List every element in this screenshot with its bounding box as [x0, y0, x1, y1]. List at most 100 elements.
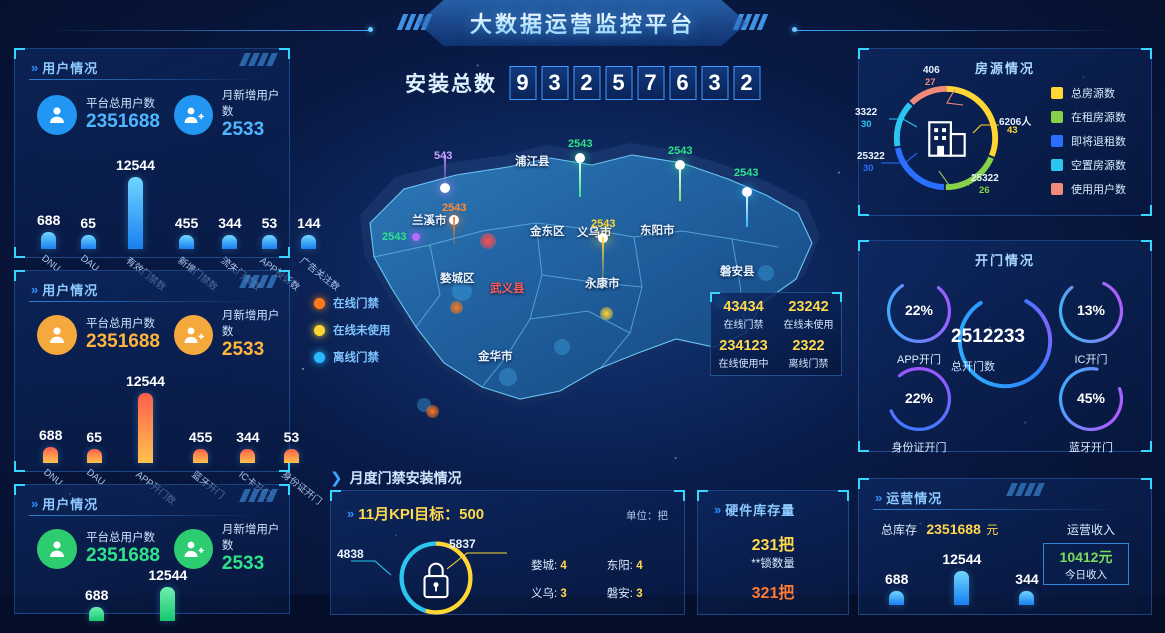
bar-column[interactable]: 455蓝牙开门: [189, 429, 226, 501]
city-label-pujiang[interactable]: 浦江县: [515, 156, 550, 168]
bar-column[interactable]: 344IC卡开门: [236, 429, 273, 501]
gauge-total-open[interactable]: 2512233 总开门数: [951, 287, 1059, 395]
gauge-app-open[interactable]: 22% APP开门: [881, 273, 957, 367]
gauge-ring: [886, 278, 952, 344]
user-total-card[interactable]: 平台总用户数 2351688: [37, 309, 160, 361]
bar-column[interactable]: 688 DNU: [39, 427, 64, 488]
legend-dot-icon: [314, 297, 325, 309]
house-donut-chart[interactable]: 406 27 3322 30 25322 30 25322 26 6206人 4…: [855, 65, 1031, 197]
legend-dot-icon: [314, 351, 325, 363]
bar-value: 12544: [125, 373, 165, 389]
city-label-lanxi[interactable]: 兰溪市: [412, 215, 447, 227]
map-hotspot[interactable]: [600, 307, 613, 320]
legend-item[interactable]: 在租房源数: [1051, 109, 1126, 125]
city-label-jinhua[interactable]: 武义县: [490, 283, 525, 295]
map-legend-item[interactable]: 在线门禁: [314, 295, 391, 311]
map-pin-stem: [453, 217, 455, 245]
panel-title-user-green: » 用户情况: [31, 494, 98, 513]
city-stat: 义乌: 3: [531, 588, 567, 600]
city-label-dongyang[interactable]: 东阳市: [640, 225, 675, 237]
bar-column[interactable]: 53 身份证开门: [280, 429, 324, 507]
donut-pct-users: 27: [925, 77, 936, 88]
map-pin-stem: [746, 191, 748, 227]
bar-column[interactable]: 688 DNU: [37, 212, 62, 274]
bar-value: 688: [85, 587, 109, 603]
bar-value: 344: [236, 429, 260, 445]
gauge-idcard-open[interactable]: 22% 身份证开门: [881, 361, 957, 455]
digit: 5: [605, 66, 632, 100]
map-hotspot-jinhua[interactable]: [480, 233, 496, 249]
bar-column[interactable]: 65 DAU: [78, 215, 101, 274]
bar-column[interactable]: 344: [1015, 571, 1039, 605]
panel-divider: [29, 301, 261, 302]
legend-label: 空置房源数: [1071, 160, 1126, 172]
map-pin-value: 2543: [382, 231, 407, 243]
map-pin-head[interactable]: [412, 233, 420, 241]
header-line-left: [40, 30, 370, 31]
panel-house-situation: 房源情况 4: [855, 48, 1152, 216]
bar-column[interactable]: 688: [885, 571, 908, 605]
bar-column[interactable]: 144 广告关注数: [297, 215, 341, 293]
legend-item[interactable]: 即将退租数: [1051, 133, 1126, 149]
user-total-card[interactable]: 平台总用户数 2351688: [37, 89, 160, 141]
city-label-jindong[interactable]: 金东区: [530, 226, 565, 238]
donut-label-total: 6206人: [999, 117, 1032, 128]
bar-column[interactable]: 12544: [148, 567, 187, 621]
bar-column[interactable]: 344流失门禁数: [218, 215, 262, 293]
app-title-frame: 大数据运营监控平台: [417, 0, 748, 46]
inventory-row-2: 321把: [698, 579, 848, 603]
gauge-value: 22%: [904, 390, 934, 407]
access-status-box: 43434 在线门禁 23242 在线未使用 234123 在线使用中 2322…: [710, 292, 842, 376]
gauge-ic-open[interactable]: 13% IC开门: [1053, 273, 1129, 367]
legend-item[interactable]: 空置房源数: [1051, 157, 1126, 173]
bar: [80, 235, 96, 249]
user-new-card[interactable]: 月新增用户数 2533: [173, 309, 289, 361]
legend-item[interactable]: 使用用户数: [1051, 181, 1126, 197]
stat-label: 在线门禁: [723, 320, 764, 331]
section-title-label: 月度门禁安装情况: [349, 470, 462, 486]
map-pin-head[interactable]: [440, 183, 450, 193]
legend-item[interactable]: 总房源数: [1051, 85, 1126, 101]
panel-title-label: 运营情况: [886, 491, 943, 506]
bar: [89, 607, 105, 621]
region-map[interactable]: 在线门禁 在线未使用 离线门禁 兰溪市 浦江县 金东区 义乌市 东阳市 磐安县 …: [300, 105, 865, 470]
bar-column[interactable]: 53APP投诉数: [258, 215, 302, 293]
revenue-box-today[interactable]: 10412元 今日收入: [1043, 543, 1129, 585]
panel-monthly-install: » 11月KPI目标：500 单位：把 4838 5837 婺城: 4: [330, 490, 685, 615]
user-new-card[interactable]: 月新增用户数 2533: [173, 523, 289, 575]
city-label-wucheng[interactable]: 婺城区: [440, 273, 475, 285]
legend-label: 在线未使用: [333, 325, 391, 337]
panel-stripes-icon: [239, 489, 278, 502]
city-value: 4: [636, 560, 643, 572]
bar-column[interactable]: 12544: [942, 551, 981, 605]
map-legend-item[interactable]: 离线门禁: [314, 349, 391, 365]
map-hotspot[interactable]: [426, 405, 439, 418]
user-new-card[interactable]: 月新增用户数 2533: [173, 89, 289, 141]
city-label-wuyi[interactable]: 金华市: [478, 351, 513, 363]
bar-column[interactable]: 688: [85, 587, 108, 621]
digit: 7: [637, 66, 664, 100]
city-label-yongkang[interactable]: 永康市: [585, 278, 620, 290]
map-legend-item[interactable]: 在线未使用: [314, 322, 391, 338]
user-total-card[interactable]: 平台总用户数 2351688: [37, 523, 160, 575]
chevron-right-icon: »: [31, 496, 38, 511]
bar: [160, 587, 176, 621]
bar-value: 688: [885, 571, 909, 587]
legend-swatch-icon: [1051, 87, 1063, 99]
gauge-bluetooth-open[interactable]: 45% 蓝牙开门: [1053, 361, 1129, 455]
bar: [301, 235, 317, 249]
bar-column[interactable]: 12544有效门禁数: [116, 157, 168, 293]
map-hotspot[interactable]: [450, 301, 463, 314]
bar: [1019, 591, 1035, 605]
map-shape: [360, 143, 820, 412]
bar-column[interactable]: 65 DAU: [84, 429, 107, 488]
city-label-pan-an[interactable]: 磐安县: [720, 266, 755, 278]
monthly-donut-chart[interactable]: 4838 5837: [337, 535, 507, 621]
revenue-caption: 今日收入: [1065, 568, 1107, 581]
donut-pct-rented: 26: [979, 185, 990, 196]
bar-column[interactable]: 12544APP开门数: [125, 373, 178, 507]
legend-label: 离线门禁: [333, 352, 379, 364]
stat-value: 2322: [792, 338, 825, 354]
bar-column[interactable]: 455新增门禁数: [175, 215, 219, 293]
chevron-right-icon: »: [31, 60, 38, 75]
